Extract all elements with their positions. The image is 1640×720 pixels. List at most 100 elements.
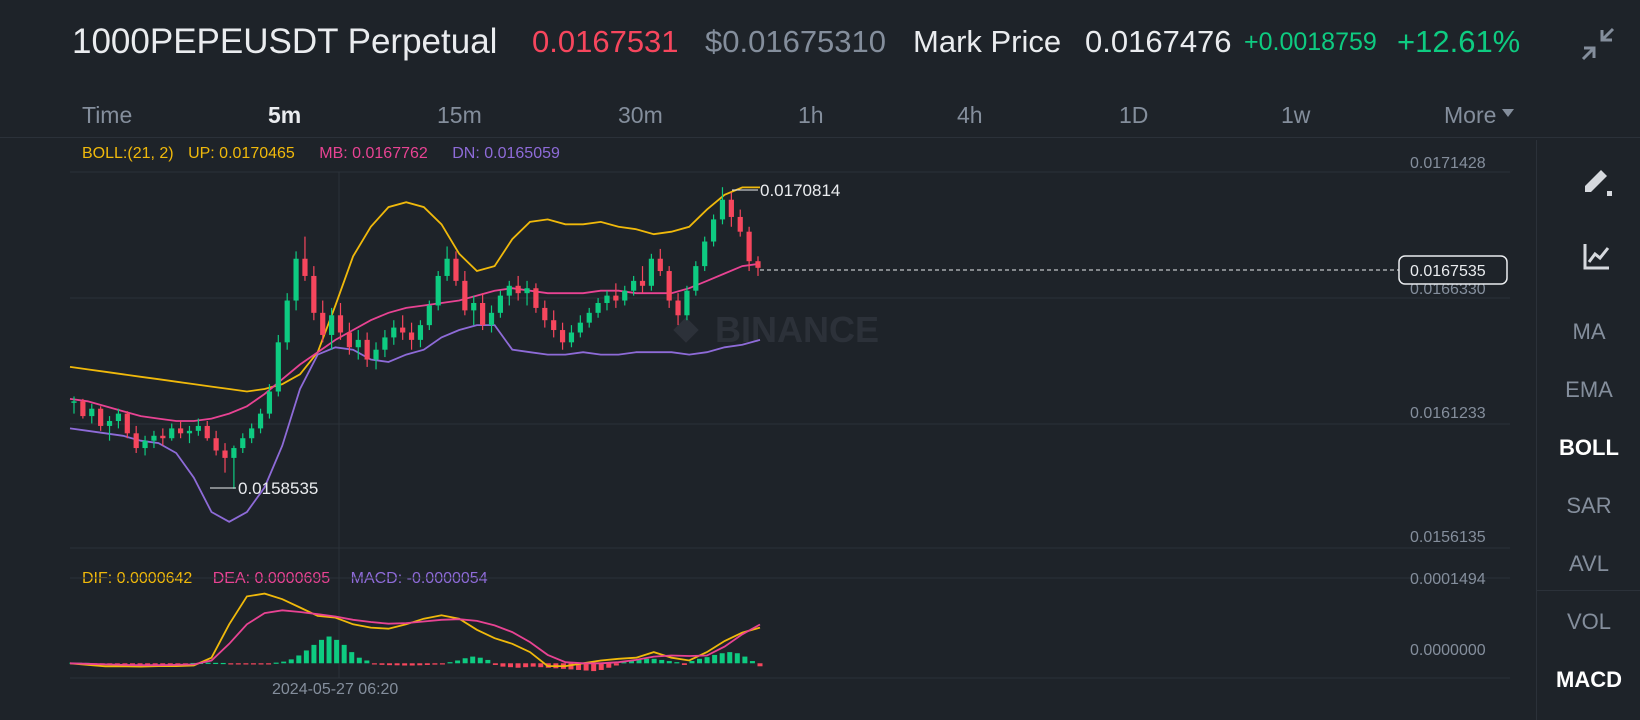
indicator-vol[interactable]: VOL: [1566, 609, 1612, 634]
candle: [240, 433, 246, 453]
macd-histogram-bar: [311, 644, 317, 664]
candle: [684, 285, 690, 321]
candle-body: [364, 339, 370, 360]
candle-body: [506, 285, 512, 296]
candle: [488, 305, 495, 333]
candle-body: [657, 258, 663, 272]
low-marker: 0.0158535: [210, 479, 318, 498]
candle-body: [710, 219, 717, 242]
candle-body: [675, 300, 681, 316]
price-change-percent: +12.61%: [1397, 24, 1521, 59]
candle-body: [604, 295, 610, 303]
macd-histogram-bar: [470, 656, 476, 664]
candle-body: [89, 408, 95, 417]
boll-middle-line: [69, 262, 761, 422]
indicator-macd[interactable]: MACD: [1556, 667, 1622, 692]
candle: [506, 280, 512, 306]
macd-axis-label: 0.0001494: [1410, 571, 1486, 588]
crosshair-time-label: 2024-05-27 06:20: [272, 681, 398, 698]
candle-body: [542, 307, 548, 321]
macd-histogram-bar: [334, 639, 340, 664]
tab-1w[interactable]: 1w: [1281, 102, 1311, 128]
candle-body: [133, 433, 139, 449]
macd-histogram-bar: [455, 660, 461, 664]
candle-body: [515, 285, 521, 294]
tab-5m[interactable]: 5m: [268, 102, 302, 128]
macd-histogram-bar: [349, 652, 355, 664]
bollinger-bands: [69, 186, 761, 523]
tab-time[interactable]: Time: [82, 102, 133, 128]
candle: [249, 423, 255, 444]
indicator-avl[interactable]: AVL: [1569, 551, 1609, 576]
candle: [524, 280, 530, 306]
candle-body: [257, 413, 264, 429]
candle: [266, 384, 273, 419]
indicator-ema[interactable]: EMA: [1565, 377, 1613, 402]
macd-histogram-bar: [220, 662, 226, 665]
candle: [160, 428, 166, 446]
symbol-title[interactable]: 1000PEPEUSDT Perpetual: [72, 22, 498, 61]
high-price-label: 0.0170814: [760, 181, 840, 200]
candle: [719, 187, 726, 225]
indicator-boll[interactable]: BOLL: [1559, 435, 1619, 460]
pencil-icon[interactable]: [1577, 162, 1617, 202]
macd-histogram-bar: [485, 659, 491, 664]
tab-4h[interactable]: 4h: [957, 102, 983, 128]
candle: [497, 290, 503, 318]
current-price-tag[interactable]: 0.0167535: [1398, 255, 1508, 285]
candle-body: [266, 391, 273, 414]
candle: [480, 293, 486, 331]
price-axis-label: 0.0161233: [1410, 405, 1486, 422]
candle: [462, 271, 468, 316]
tab-1h[interactable]: 1h: [798, 102, 824, 128]
macd-histogram-bar: [530, 663, 536, 667]
price-axis-label: 0.0166330: [1410, 281, 1486, 298]
candle: [666, 266, 672, 308]
caret-down-icon: [1502, 108, 1515, 117]
tab-30m[interactable]: 30m: [618, 102, 663, 128]
indicator-ma[interactable]: MA: [1572, 319, 1606, 344]
chart-trend-icon[interactable]: [1577, 236, 1617, 276]
macd-histogram-bar: [742, 656, 748, 664]
candle-body: [355, 339, 361, 348]
macd-histogram-bar: [583, 663, 589, 671]
candle-body: [231, 448, 237, 458]
candle-body: [106, 421, 113, 426]
candle-body: [435, 275, 441, 306]
candle-body: [639, 280, 646, 286]
candles: [71, 187, 761, 489]
candle-body: [417, 325, 424, 340]
candle-body: [142, 440, 148, 449]
tab-1d[interactable]: 1D: [1119, 102, 1149, 128]
macd-histogram-bar: [273, 662, 279, 664]
candle-body: [444, 258, 450, 276]
indicator-sar[interactable]: SAR: [1566, 493, 1612, 518]
candle: [631, 275, 637, 296]
candle-body: [728, 199, 734, 217]
candle-body: [293, 258, 299, 301]
candle-body: [551, 320, 557, 331]
candle-body: [462, 280, 468, 311]
collapse-arrows-icon[interactable]: [1578, 24, 1618, 64]
current-price-tag-text: 0.0167535: [1410, 263, 1486, 280]
candle: [577, 315, 583, 338]
candle: [568, 325, 575, 348]
macd-histogram-bar: [651, 658, 657, 664]
kline-chart[interactable]: BINANCE 0.0170814 0.0158535 2024-05-27 0…: [0, 0, 1530, 720]
macd-histogram-bar: [243, 663, 249, 665]
candle-body: [666, 271, 672, 301]
candle: [169, 423, 175, 441]
macd-histogram-bar: [666, 661, 672, 664]
macd-histogram-bar: [508, 663, 514, 668]
candle-body: [284, 300, 290, 343]
tab-more[interactable]: More: [1444, 102, 1515, 129]
candle-body: [240, 438, 246, 449]
ticker-header: 1000PEPEUSDT Perpetual 0.0167531 $0.0167…: [0, 0, 1640, 88]
candle: [355, 330, 361, 360]
macd-histogram-bar: [175, 663, 181, 665]
candle-body: [471, 302, 477, 311]
candle: [293, 251, 299, 311]
tab-15m[interactable]: 15m: [437, 102, 482, 128]
macd-histogram-bar: [281, 661, 287, 664]
macd-histogram-bar: [613, 663, 619, 666]
